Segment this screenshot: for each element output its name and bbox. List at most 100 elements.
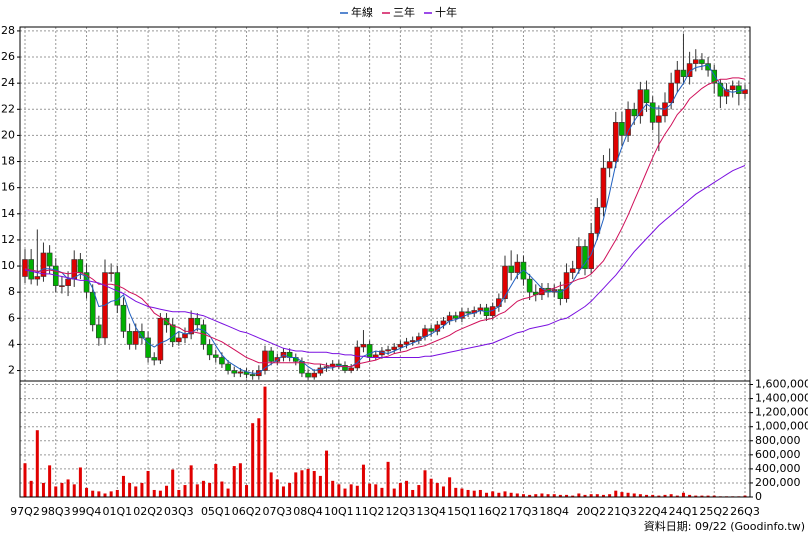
volume-bar: [343, 488, 347, 497]
volume-bar: [171, 469, 175, 497]
candle-body: [360, 344, 367, 348]
candle-body: [22, 259, 28, 277]
y-tick-label: 1,200,000: [755, 406, 808, 419]
candle-body: [391, 346, 398, 350]
volume-bar: [712, 495, 716, 497]
x-tick-label: 05Q1: [201, 505, 231, 518]
x-tick-label: 22Q4: [638, 505, 668, 518]
candle-body: [34, 276, 41, 280]
volume-bar: [423, 470, 427, 497]
candle-body: [557, 289, 564, 300]
volume-bar: [66, 479, 70, 497]
candle-body: [526, 278, 533, 293]
candle-body: [440, 320, 447, 326]
y-tick-label: 1,000,000: [755, 420, 808, 433]
volume-bar: [325, 450, 329, 497]
x-tick-label: 12Q3: [386, 505, 416, 518]
volume-bar: [743, 495, 747, 497]
volume-bar: [275, 479, 279, 497]
volume-bar: [183, 485, 187, 497]
candle-body: [40, 252, 47, 277]
candle-body: [594, 206, 601, 234]
volume-bar: [700, 495, 704, 497]
plot-frame: [19, 26, 751, 498]
volume-bar: [374, 484, 378, 497]
candle-body: [249, 374, 256, 377]
candle-body: [588, 233, 594, 269]
volume-bar: [706, 495, 710, 497]
volume-bar: [85, 487, 89, 497]
candle-body: [643, 89, 650, 104]
volume-bar: [645, 494, 649, 497]
x-tick-label: 21Q3: [607, 505, 637, 518]
volume-bar: [189, 465, 193, 497]
y-tick-label: 26: [1, 50, 15, 63]
volume-bar: [23, 463, 27, 497]
x-tick-label: 13Q4: [416, 505, 446, 518]
volume-bar: [398, 482, 402, 497]
candle-body: [212, 354, 219, 358]
volume-bar: [669, 494, 673, 497]
volume-bar: [251, 423, 255, 497]
x-tick-label: 16Q2: [478, 505, 508, 518]
candle-body: [680, 69, 687, 77]
candle-body: [729, 85, 736, 91]
volume-bar: [288, 482, 292, 497]
volume-bar: [165, 485, 169, 497]
candle-body: [262, 350, 268, 371]
volume-bar: [429, 478, 433, 497]
ma-line: [24, 165, 746, 358]
volume-bar: [663, 494, 667, 497]
candle-body: [182, 333, 188, 339]
candle-body: [194, 317, 201, 326]
volume-bar: [681, 492, 685, 497]
footer: 資料日期: 09/22 (Goodinfo.tw): [644, 519, 805, 533]
legend-label: 十年: [435, 5, 457, 19]
volume-bar: [214, 463, 218, 497]
volume-bar: [269, 472, 273, 497]
candle-body: [311, 372, 318, 378]
volume-bar: [146, 470, 150, 497]
candle-body: [428, 328, 434, 332]
y-tick-label: 800,000: [755, 434, 801, 447]
ma-line: [24, 64, 746, 374]
volume-bar: [454, 487, 458, 497]
volume-bar: [72, 484, 76, 497]
volume-bar: [238, 463, 242, 497]
y-tick-label: 24: [1, 76, 15, 89]
candle-body: [305, 372, 311, 378]
volume-bar: [54, 486, 58, 497]
candle-body: [348, 367, 354, 371]
candle-body: [582, 246, 588, 269]
candle-body: [145, 337, 151, 358]
volume-bar: [405, 480, 409, 497]
volume-bar: [509, 492, 513, 497]
candle-body: [65, 278, 71, 286]
y-tick-label: 200,000: [755, 476, 801, 489]
volume-bar: [657, 495, 661, 497]
volume-bar: [411, 489, 415, 497]
volume-bar: [565, 494, 569, 497]
volume-bar: [368, 483, 372, 497]
x-tick-label: 01Q1: [102, 505, 132, 518]
volume-bar: [306, 468, 310, 497]
volume-bar: [140, 482, 144, 497]
candle-body: [459, 311, 465, 319]
candle-body: [139, 331, 145, 339]
volume-bar: [337, 484, 341, 497]
candle-body: [649, 102, 656, 123]
volume-bar: [349, 484, 353, 497]
volume-bar: [601, 494, 605, 497]
candle-body: [711, 69, 718, 84]
volume-bar: [177, 489, 181, 497]
volume-bar: [220, 481, 224, 497]
candle-body: [625, 108, 631, 136]
candle-body: [717, 82, 724, 97]
candle-body: [692, 59, 699, 64]
volume-bar: [620, 492, 624, 497]
candle-body: [403, 341, 410, 345]
x-tick-label: 26Q3: [730, 505, 760, 518]
candle-body: [120, 304, 127, 332]
